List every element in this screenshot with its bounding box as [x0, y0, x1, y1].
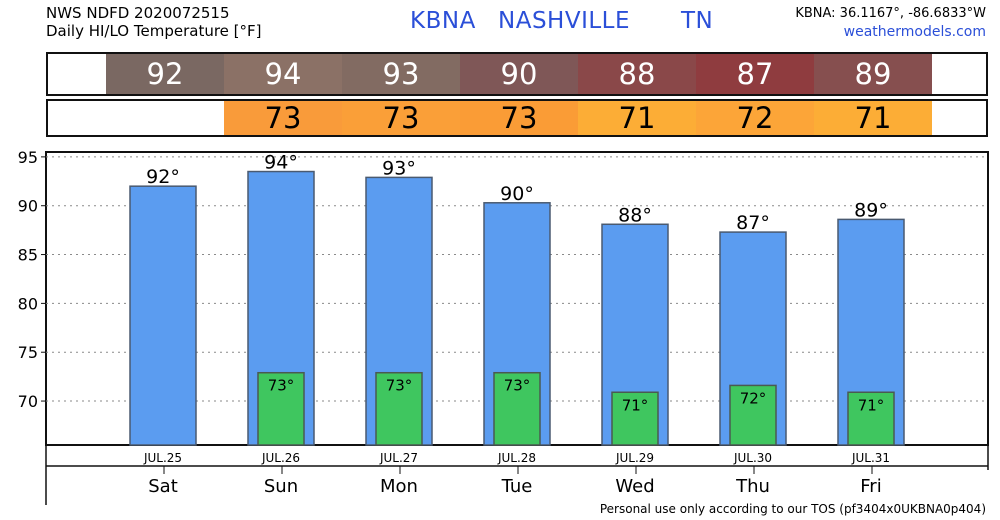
- hi-value: 89: [854, 57, 892, 91]
- low-temp-label: 73°: [268, 377, 295, 395]
- high-temp-label: 93°: [382, 157, 416, 179]
- low-temp-bar: [257, 371, 305, 446]
- low-temp-bar: [611, 391, 659, 446]
- hi-cell-sun: 94: [224, 54, 342, 94]
- y-tick-label: 85: [18, 246, 38, 265]
- station-city: NASHVILLE: [498, 8, 631, 34]
- high-temp-label: 92°: [146, 166, 180, 188]
- low-temp-bar: [847, 391, 895, 446]
- hi-value: 87: [736, 57, 774, 91]
- y-tick-label: 80: [18, 294, 38, 313]
- lo-value: 71: [854, 101, 892, 135]
- hi-cell-sat: 92: [106, 54, 224, 94]
- high-temp-label: 87°: [736, 212, 770, 234]
- low-temp-bar: [493, 371, 541, 446]
- station-id: KBNA: [410, 8, 476, 34]
- hi-cell-wed: 88: [578, 54, 696, 94]
- day-label: Tue: [501, 476, 533, 497]
- lo-value: 71: [618, 101, 656, 135]
- y-tick-label: 95: [18, 148, 38, 167]
- date-label: JUL.28: [497, 451, 536, 465]
- hi-cell-tue: 90: [460, 54, 578, 94]
- date-label: JUL.31: [851, 451, 890, 465]
- station-coords: KBNA: 36.1167°, -86.6833°W: [795, 6, 986, 21]
- high-temp-label: 94°: [264, 152, 298, 174]
- source-line: NWS NDFD 2020072515: [46, 4, 230, 22]
- lo-value: 72: [736, 101, 774, 135]
- hi-cell-mon: 93: [342, 54, 460, 94]
- hi-value: 93: [382, 57, 420, 91]
- low-temp-label: 72°: [740, 389, 767, 407]
- lo-value: 73: [382, 101, 420, 135]
- lo-cell-mon: 73: [342, 101, 460, 135]
- day-label: Sun: [264, 476, 298, 497]
- day-label: Fri: [860, 476, 881, 497]
- date-label: JUL.30: [733, 451, 772, 465]
- low-temp-label: 71°: [858, 396, 885, 414]
- lo-cell-tue: 73: [460, 101, 578, 135]
- lo-cell-sun: 73: [224, 101, 342, 135]
- hi-cell-thu: 87: [696, 54, 814, 94]
- lo-cell-thu: 72: [696, 101, 814, 135]
- lo-value: 73: [264, 101, 302, 135]
- high-temp-label: 90°: [500, 183, 534, 205]
- high-temp-label: 89°: [854, 199, 888, 221]
- day-label: Sat: [148, 476, 178, 497]
- high-temp-bar: [129, 185, 197, 446]
- high-temp-label: 88°: [618, 204, 652, 226]
- day-label: Wed: [615, 476, 654, 497]
- station-state: TN: [681, 8, 714, 34]
- date-label: JUL.29: [615, 451, 654, 465]
- low-temp-label: 73°: [386, 377, 413, 395]
- hi-value: 88: [618, 57, 656, 91]
- footer-notice: Personal use only according to our TOS (…: [599, 502, 986, 516]
- date-label: JUL.25: [143, 451, 182, 465]
- date-label: JUL.26: [261, 451, 300, 465]
- day-label: Thu: [735, 476, 770, 497]
- hi-cell-fri: 89: [814, 54, 932, 94]
- high-temperature-strip: 92 94 93 90 88 87 89: [46, 52, 988, 96]
- y-tick-label: 90: [18, 197, 38, 216]
- chart-subtitle: Daily HI/LO Temperature [°F]: [46, 22, 262, 40]
- day-label: Mon: [380, 476, 418, 497]
- low-temp-bar: [729, 384, 777, 446]
- low-temperature-strip: 73 73 73 71 72 71: [46, 99, 988, 137]
- low-temp-label: 71°: [622, 396, 649, 414]
- low-temp-bar: [375, 371, 423, 446]
- low-temp-label: 73°: [504, 377, 531, 395]
- website-link[interactable]: weathermodels.com: [843, 24, 986, 40]
- lo-cell-wed: 71: [578, 101, 696, 135]
- lo-cell-fri: 71: [814, 101, 932, 135]
- hi-value: 90: [500, 57, 538, 91]
- hi-value: 92: [146, 57, 184, 91]
- hi-value: 94: [264, 57, 302, 91]
- y-tick-label: 75: [18, 343, 38, 362]
- lo-value: 73: [500, 101, 538, 135]
- y-tick-label: 70: [18, 392, 38, 411]
- date-label: JUL.27: [379, 451, 418, 465]
